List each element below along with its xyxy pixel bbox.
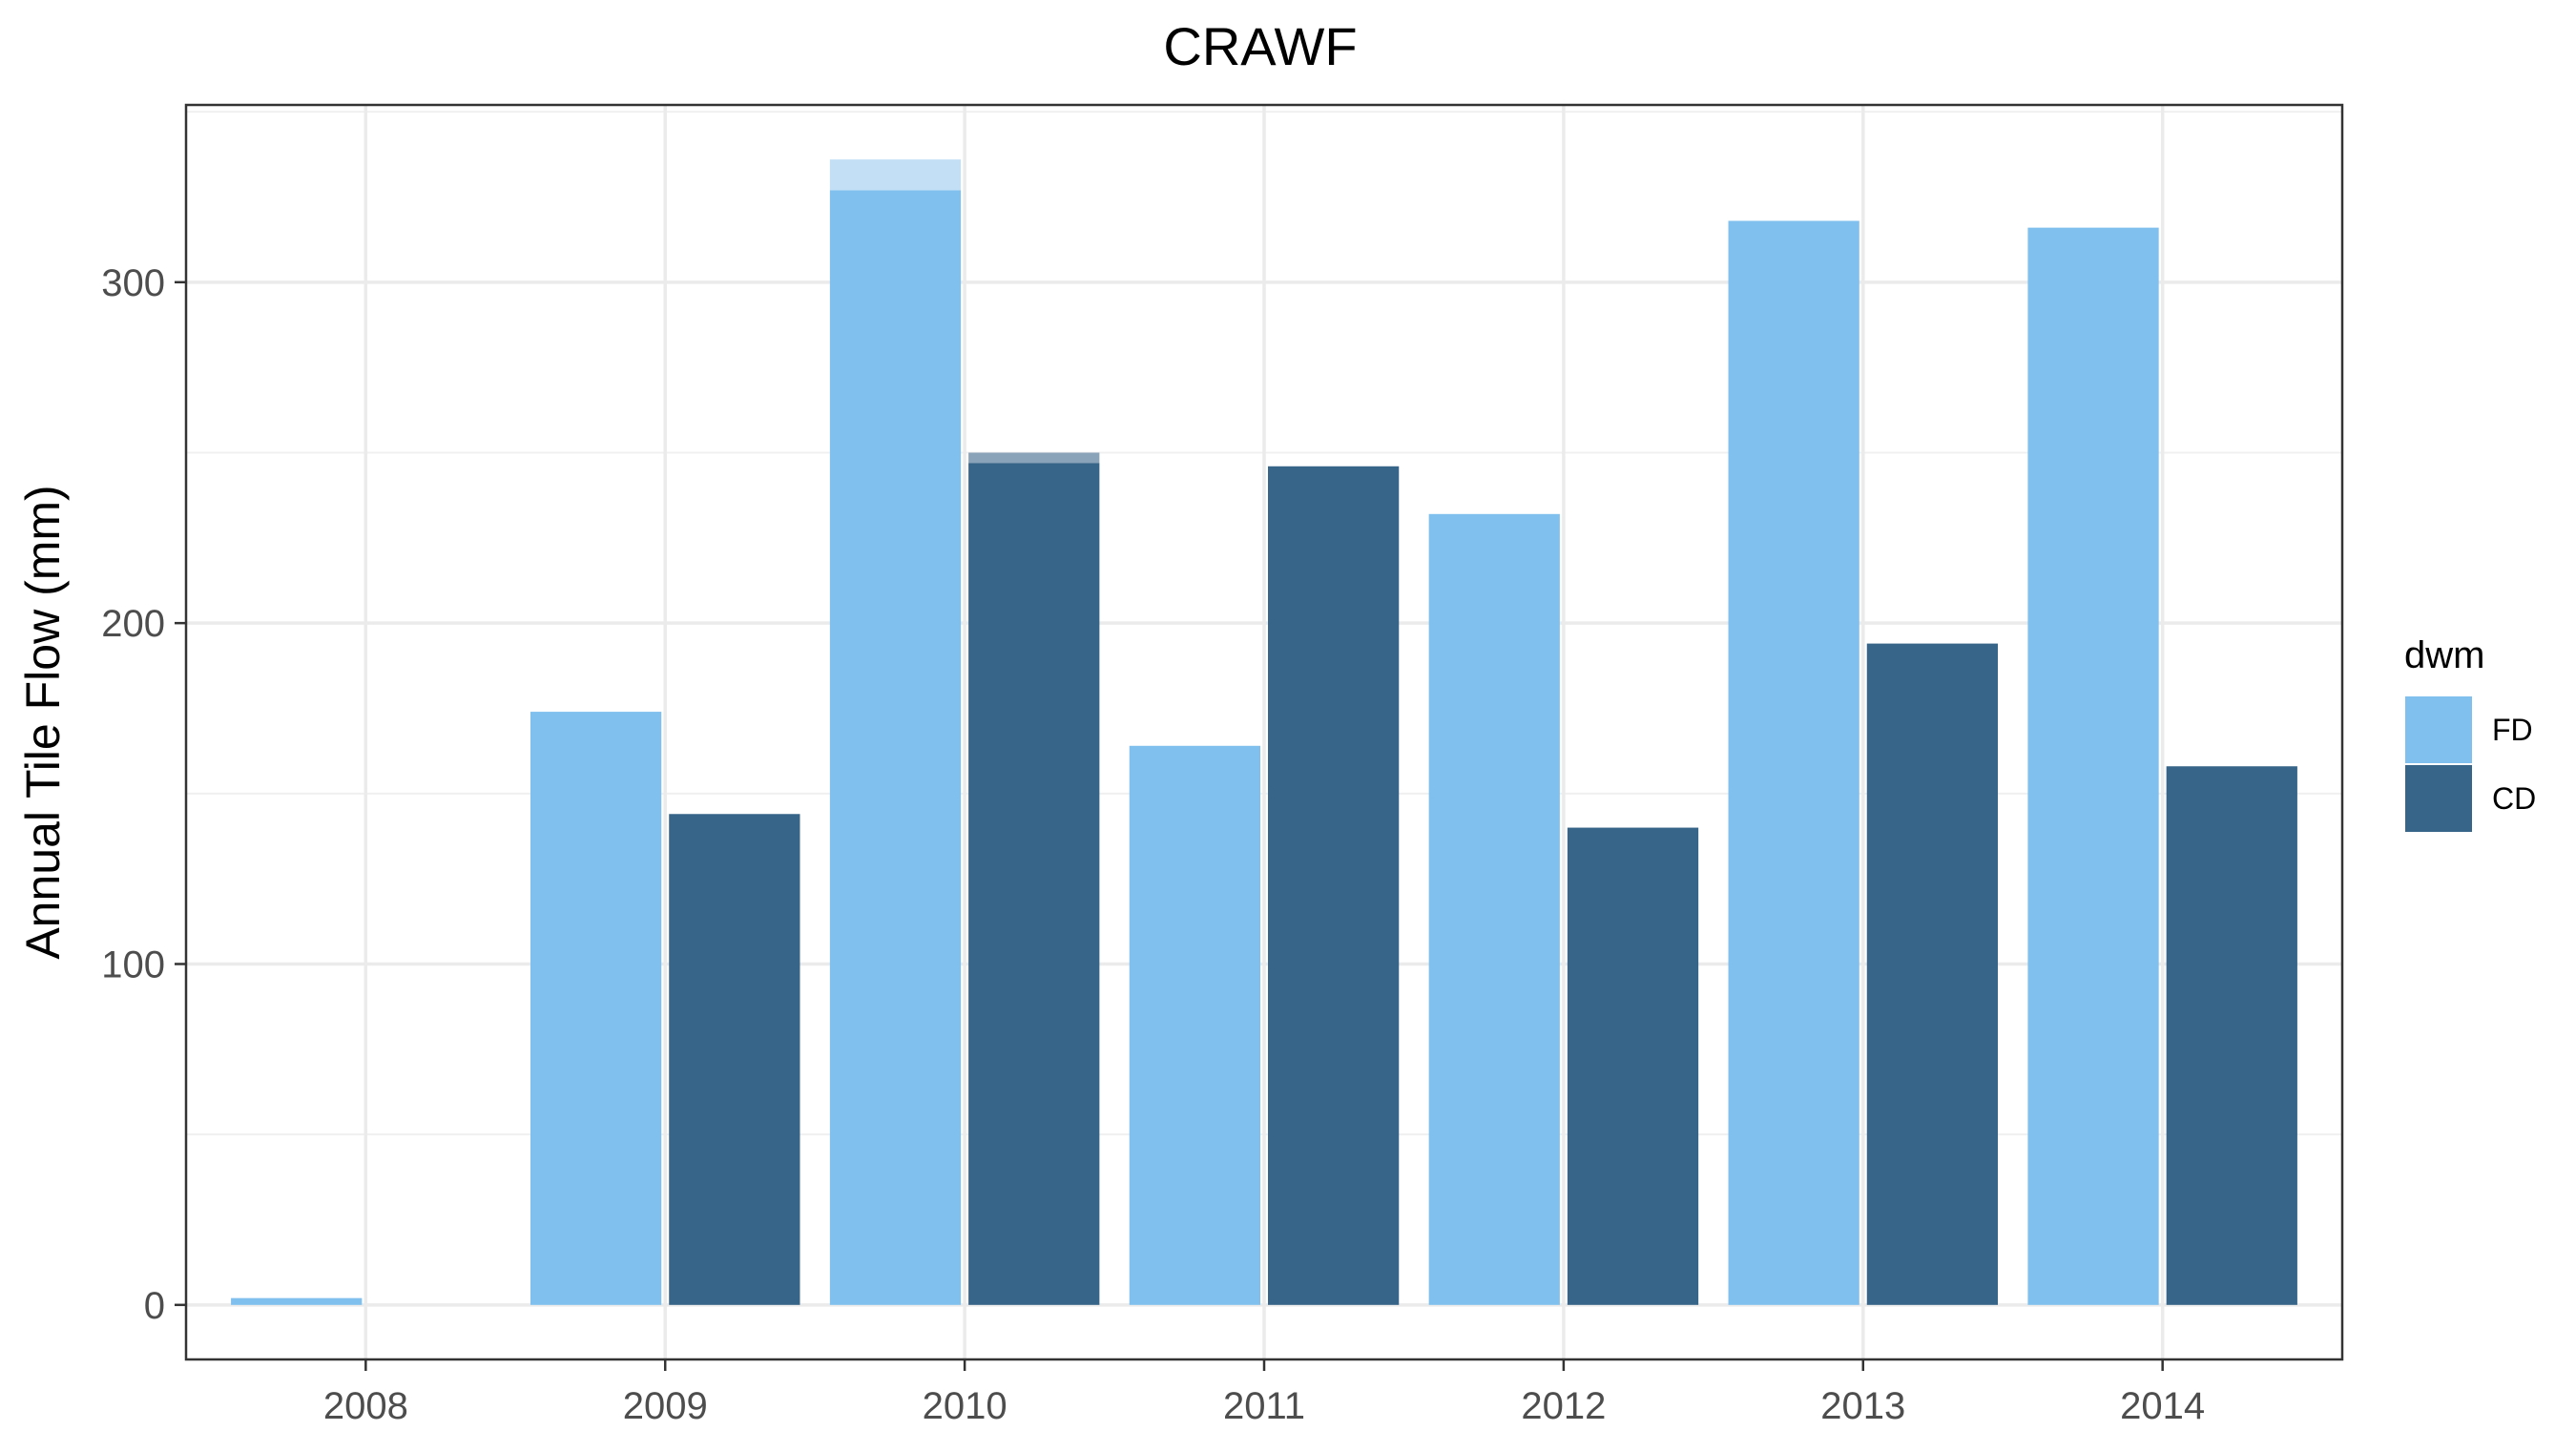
bar-cd-2010 [968, 463, 1100, 1305]
legend-key-fd [2405, 696, 2472, 763]
chart-title: CRAWF [1163, 16, 1357, 76]
legend-label-cd: CD [2492, 781, 2536, 816]
bar-fd-2010 [829, 190, 962, 1305]
x-tick-label: 2013 [1820, 1385, 1905, 1427]
bar-fd-2011 [1129, 745, 1260, 1305]
y-tick-label: 200 [101, 603, 165, 645]
x-tick-label: 2014 [2120, 1385, 2205, 1427]
bar-cd-2014 [2166, 766, 2297, 1305]
y-tick-label: 100 [101, 944, 165, 985]
x-tick-label: 2012 [1521, 1385, 1606, 1427]
y-tick-label: 0 [144, 1285, 165, 1327]
y-axis-title: Annual Tile Flow (mm) [16, 485, 70, 959]
x-tick-label: 2011 [1223, 1385, 1305, 1427]
x-tick-label: 2008 [323, 1385, 408, 1427]
bar-overlay-fd-2010 [829, 159, 962, 191]
bar-cd-2009 [669, 814, 800, 1305]
bar-fd-2008 [231, 1297, 363, 1305]
plot-panel: 0 100 200 300 2008 2009 2010 2011 2012 2013 2014 [101, 103, 2344, 1427]
bar-fd-2013 [1728, 220, 1859, 1305]
x-tick-label: 2010 [923, 1385, 1008, 1427]
x-tick-label: 2009 [623, 1385, 708, 1427]
bar-cd-2013 [1866, 643, 1999, 1305]
bar-fd-2012 [1428, 513, 1560, 1305]
y-tick-label: 300 [101, 262, 165, 304]
legend-label-fd: FD [2492, 713, 2533, 747]
bar-fd-2009 [530, 712, 662, 1305]
bar-cd-2011 [1268, 466, 1400, 1305]
legend-title: dwm [2404, 634, 2484, 676]
bar-cd-2012 [1567, 827, 1699, 1305]
legend-key-cd [2405, 765, 2472, 832]
bar-overlay-cd-2010 [968, 452, 1100, 464]
bar-fd-2014 [2027, 227, 2159, 1305]
legend: dwm FD CD [2404, 634, 2536, 832]
